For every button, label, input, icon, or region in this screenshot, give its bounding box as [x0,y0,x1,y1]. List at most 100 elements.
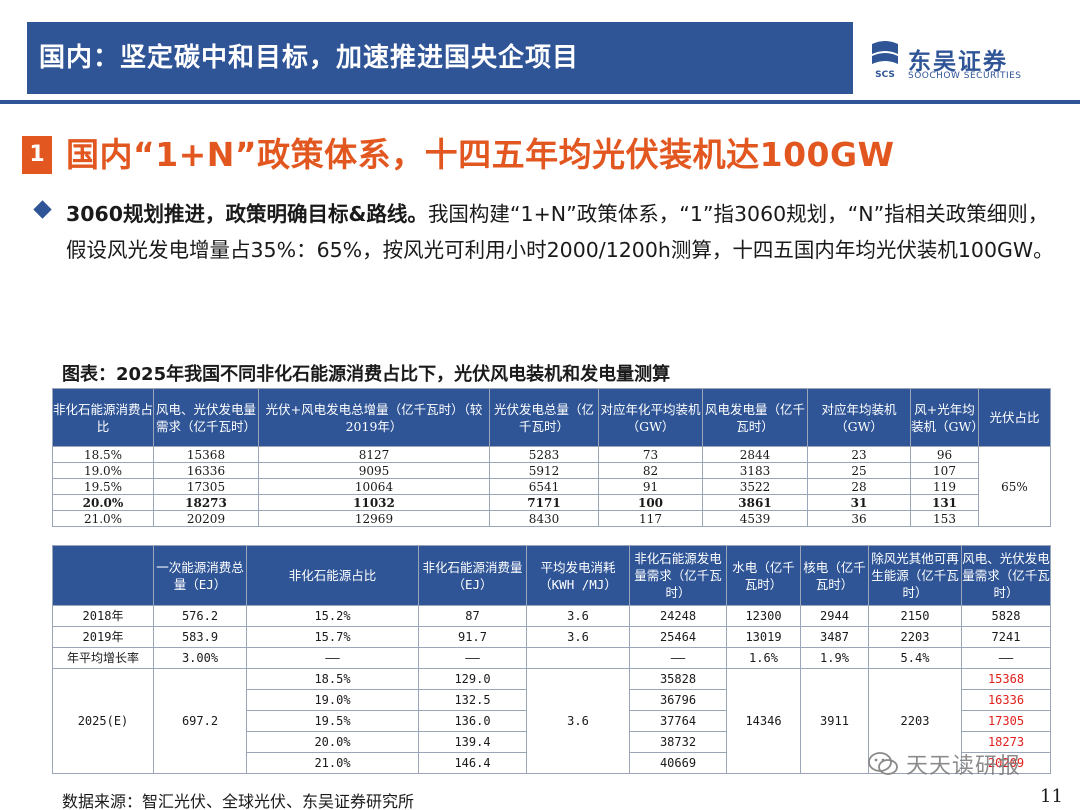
table-cell: 10064 [258,478,490,495]
table-row: 19.5% 17305 10064 6541 91 3522 28 119 [52,478,1051,495]
table-cell: 16336 [153,462,259,479]
forecast-year-cell: 2025(E) [52,668,154,774]
table2-header-cell: 平均发电消耗（KWH /MJ） [526,545,630,606]
table-cell: 25464 [629,626,727,648]
table-row: 19.0% 132.5 36796 16336 [53,689,1051,711]
table-cell: 91.7 [418,626,527,648]
table-cell: 2944 [800,605,869,627]
table-cell: —— [629,647,727,669]
forecast-hydro-cell: 14346 [726,668,801,774]
table-cell: 2203 [868,626,962,648]
table-cell: 5912 [489,462,599,479]
diamond-bullet-icon [33,200,52,219]
table-cell: 38732 [629,731,727,753]
logo-mark-icon: SCS [872,41,898,80]
wechat-icon [868,752,898,775]
table-cell: 1.9% [800,647,869,669]
table-cell: 100 [598,494,703,511]
table2-header-cell: 风电、光伏发电量需求（亿千瓦时） [961,545,1051,606]
table-cell: 7241 [961,626,1051,648]
table-cell: 5.4% [868,647,962,669]
pv-share-cell: 65% [978,446,1051,527]
table-cell: 2844 [702,446,808,463]
table-cell: 15.2% [246,605,419,627]
table-row: 年平均增长率 3.00% —— —— —— 1.6% 1.9% 5.4% —— [52,647,1051,669]
table-cell: 132.5 [418,689,527,711]
table2-header-cell: 水电（亿千瓦时） [726,545,801,606]
table-cell: 20.0% [52,494,154,511]
table-cell: 3183 [702,462,808,479]
table2-header-cell: 一次能源消费总量（EJ） [153,545,247,606]
table1-header-cell: 光伏占比 [978,388,1051,447]
table-cell: 136.0 [418,710,527,732]
table-cell: 21.0% [52,510,154,527]
table1-header-cell: 风电、光伏发电量需求（亿千瓦时） [153,388,259,447]
table-cell: 19.5% [52,478,154,495]
table2-header-cell: 核电（亿千瓦时） [800,545,869,606]
table-cell: 8430 [489,510,599,527]
table-cell: 91 [598,478,703,495]
table-cell: 3.00% [153,647,247,669]
table-cell: 131 [910,494,979,511]
table-cell: 15368 [961,668,1051,690]
table-cell: 18273 [153,494,259,511]
table-cell: 5828 [961,605,1051,627]
table-cell: 28 [807,478,911,495]
table-row: 21.0% 20209 12969 8430 117 4539 36 153 [52,510,1051,527]
table1-header-row: 非化石能源消费占比 风电、光伏发电量需求（亿千瓦时） 光伏+风电发电总增量（亿千… [52,388,1051,447]
table2-header-cell [52,545,154,606]
table-cell: —— [418,647,527,669]
table-cell: 17305 [961,710,1051,732]
table1-header-cell: 非化石能源消费占比 [52,388,154,447]
table-cell: 18.5% [52,446,154,463]
section-number: 1 [22,136,52,174]
table-cell: 24248 [629,605,727,627]
watermark: 天天读研报 [868,748,1058,782]
forecast-nuclear-cell: 3911 [800,668,869,774]
table-cell: 21.0% [246,752,419,774]
table-cell: 2150 [868,605,962,627]
bullet-lead: 3060规划推进，政策明确目标&路线。 [66,202,428,226]
table-cell: 96 [910,446,979,463]
table-cell: 119 [910,478,979,495]
table-cell: —— [246,647,419,669]
page-title: 国内：坚定碳中和目标，加速推进国央企项目 [39,43,580,73]
table1-header-cell: 光伏发电总量（亿千瓦时） [489,388,599,447]
table-cell: 25 [807,462,911,479]
table-row: 2025(E) 697.2 18.5% 129.0 3.6 35828 1434… [52,668,1051,774]
table1-header-cell: 对应年化平均装机（GW） [598,388,703,447]
table-cell: 23 [807,446,911,463]
table2-header-cell: 非化石能源发电量需求（亿千瓦时） [629,545,727,606]
table-cell: 37764 [629,710,727,732]
table-cell: 7171 [489,494,599,511]
table-cell: 40669 [629,752,727,774]
table1-header-cell: 风电发电量（亿千瓦时） [702,388,808,447]
table-cell: 12969 [258,510,490,527]
table-cell: 19.5% [246,710,419,732]
table-cell [526,647,630,669]
table-cell: 3487 [800,626,869,648]
table-cell: 6541 [489,478,599,495]
table2-header-cell: 非化石能源消费量（EJ） [418,545,527,606]
header-bar: 国内：坚定碳中和目标，加速推进国央企项目 [27,22,853,94]
table-cell: 117 [598,510,703,527]
logo-chinese-name: 东吴证券 [908,49,1008,75]
table-cell: 15368 [153,446,259,463]
table-cell: 11032 [258,494,490,511]
bullet-paragraph: 3060规划推进，政策明确目标&路线。我国构建“1+N”政策体系，“1”指306… [66,196,1056,268]
table-row-highlight: 20.0% 18273 11032 7171 100 3861 31 131 [52,494,1051,511]
energy-consumption-table: 一次能源消费总量（EJ） 非化石能源占比 非化石能源消费量（EJ） 平均发电消耗… [52,545,1051,774]
logo-english-name: SOOCHOW SECURITIES [908,71,1022,81]
installation-table: 非化石能源消费占比 风电、光伏发电量需求（亿千瓦时） 光伏+风电发电总增量（亿千… [52,388,1051,527]
table-cell: 20209 [153,510,259,527]
table-cell: 31 [807,494,911,511]
table-cell: 20209 [961,752,1051,774]
page-number: 11 [1040,786,1063,807]
table1-header-cell: 对应年均装机（GW） [807,388,911,447]
table-cell: 3.6 [526,605,630,627]
table-cell: 9095 [258,462,490,479]
table-cell: 13019 [726,626,801,648]
table-cell: 3522 [702,478,808,495]
table-cell: 8127 [258,446,490,463]
table-row: 2018年 576.2 15.2% 87 3.6 24248 12300 294… [52,605,1051,627]
